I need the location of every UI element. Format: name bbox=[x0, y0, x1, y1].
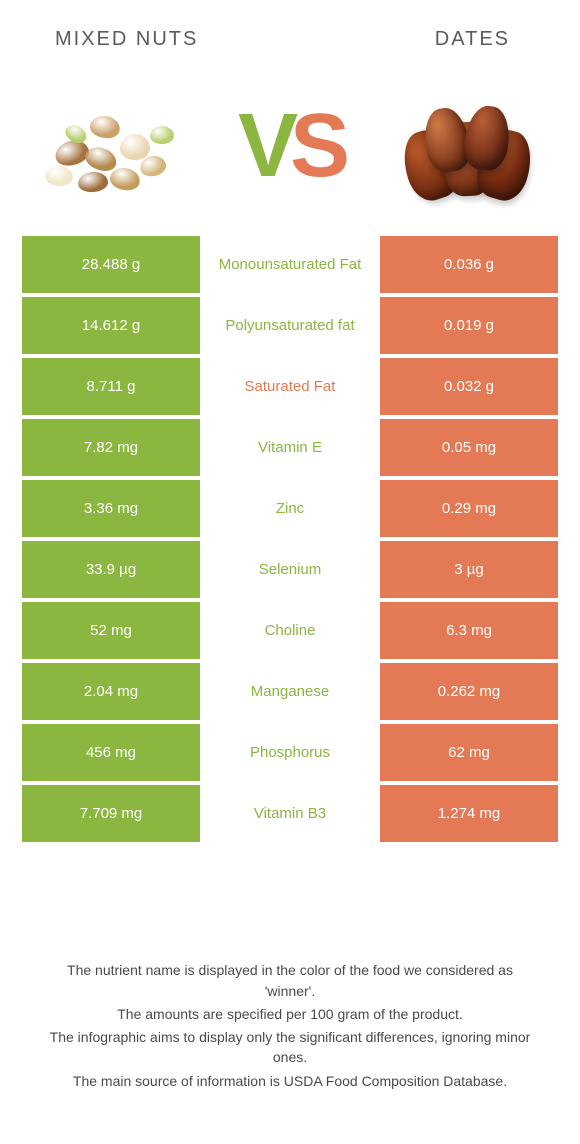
left-value: 14.612 g bbox=[22, 297, 200, 354]
footer-notes: The nutrient name is displayed in the co… bbox=[0, 960, 580, 1094]
left-value: 28.488 g bbox=[22, 236, 200, 293]
nut-piece bbox=[120, 134, 150, 160]
nutrient-label: Vitamin B3 bbox=[200, 785, 380, 842]
left-value: 456 mg bbox=[22, 724, 200, 781]
right-value: 0.019 g bbox=[380, 297, 558, 354]
left-value: 33.9 µg bbox=[22, 541, 200, 598]
nutrient-label: Vitamin E bbox=[200, 419, 380, 476]
table-row: 3.36 mgZinc0.29 mg bbox=[22, 480, 558, 537]
nut-piece bbox=[150, 126, 174, 144]
right-value: 3 µg bbox=[380, 541, 558, 598]
nutrient-label: Monounsaturated Fat bbox=[200, 236, 380, 293]
nut-piece bbox=[108, 165, 142, 193]
left-value: 7.709 mg bbox=[22, 785, 200, 842]
nutrient-label: Saturated Fat bbox=[200, 358, 380, 415]
nutrient-label: Choline bbox=[200, 602, 380, 659]
comparison-table: 28.488 gMonounsaturated Fat0.036 g14.612… bbox=[22, 236, 558, 842]
left-value: 8.711 g bbox=[22, 358, 200, 415]
table-row: 7.709 mgVitamin B31.274 mg bbox=[22, 785, 558, 842]
footer-line: The nutrient name is displayed in the co… bbox=[40, 960, 540, 1001]
left-food-title: MIXED NUTS bbox=[55, 28, 198, 51]
footer-line: The infographic aims to display only the… bbox=[40, 1027, 540, 1068]
nutrient-label: Zinc bbox=[200, 480, 380, 537]
nutrient-label: Selenium bbox=[200, 541, 380, 598]
table-row: 28.488 gMonounsaturated Fat0.036 g bbox=[22, 236, 558, 293]
nutrient-label: Phosphorus bbox=[200, 724, 380, 781]
mixed-nuts-image bbox=[30, 86, 195, 206]
nut-piece bbox=[44, 165, 74, 187]
right-value: 0.29 mg bbox=[380, 480, 558, 537]
table-row: 7.82 mgVitamin E0.05 mg bbox=[22, 419, 558, 476]
table-row: 8.711 gSaturated Fat0.032 g bbox=[22, 358, 558, 415]
left-value: 7.82 mg bbox=[22, 419, 200, 476]
header: MIXED NUTS DATES bbox=[0, 0, 580, 51]
vs-v: V bbox=[238, 96, 290, 196]
right-value: 1.274 mg bbox=[380, 785, 558, 842]
nutrient-label: Polyunsaturated fat bbox=[200, 297, 380, 354]
left-value: 2.04 mg bbox=[22, 663, 200, 720]
footer-line: The main source of information is USDA F… bbox=[40, 1071, 540, 1091]
right-value: 0.032 g bbox=[380, 358, 558, 415]
nut-piece bbox=[88, 114, 121, 141]
right-value: 0.05 mg bbox=[380, 419, 558, 476]
table-row: 33.9 µgSelenium3 µg bbox=[22, 541, 558, 598]
right-value: 6.3 mg bbox=[380, 602, 558, 659]
vs-label: VS bbox=[238, 101, 342, 191]
table-row: 456 mgPhosphorus62 mg bbox=[22, 724, 558, 781]
left-value: 52 mg bbox=[22, 602, 200, 659]
footer-line: The amounts are specified per 100 gram o… bbox=[40, 1004, 540, 1024]
table-row: 14.612 gPolyunsaturated fat0.019 g bbox=[22, 297, 558, 354]
vs-s: S bbox=[290, 96, 342, 196]
right-value: 0.262 mg bbox=[380, 663, 558, 720]
right-food-title: DATES bbox=[435, 28, 510, 51]
table-row: 52 mgCholine6.3 mg bbox=[22, 602, 558, 659]
left-value: 3.36 mg bbox=[22, 480, 200, 537]
right-value: 62 mg bbox=[380, 724, 558, 781]
nutrient-label: Manganese bbox=[200, 663, 380, 720]
right-value: 0.036 g bbox=[380, 236, 558, 293]
dates-image bbox=[385, 86, 550, 206]
table-row: 2.04 mgManganese0.262 mg bbox=[22, 663, 558, 720]
hero-row: VS bbox=[0, 51, 580, 226]
nut-piece bbox=[77, 171, 109, 194]
